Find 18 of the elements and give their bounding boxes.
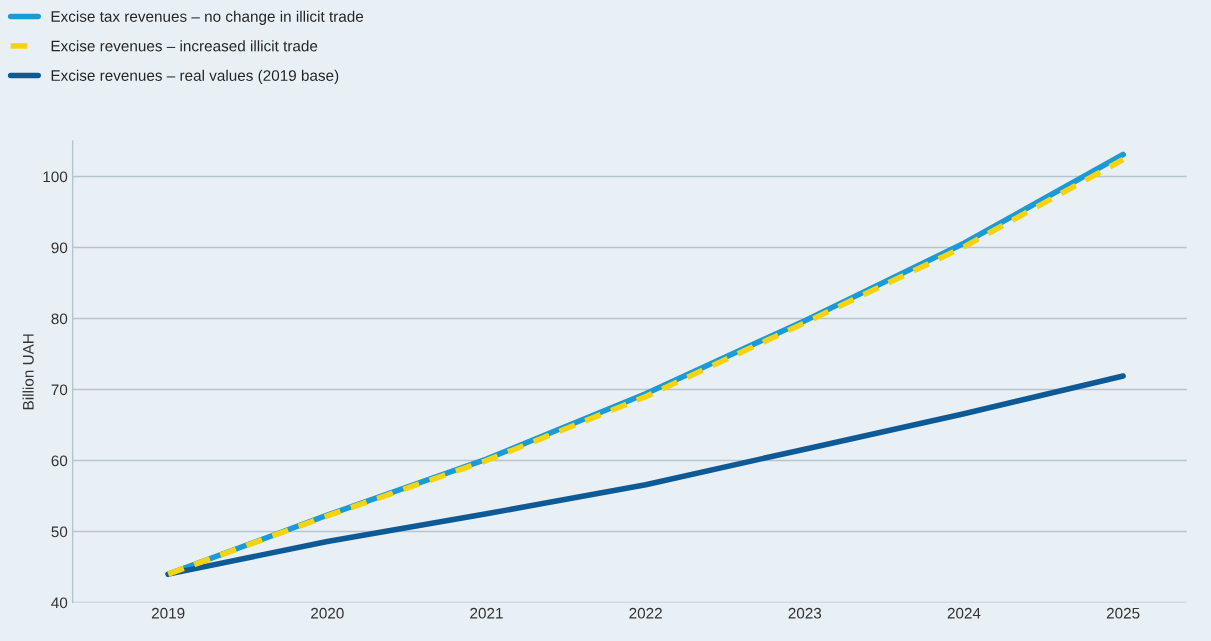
y-tick-label: 60	[51, 455, 68, 467]
x-tick-label: 2024	[947, 607, 981, 619]
x-tick-label: 2021	[470, 607, 503, 619]
y-tick-label: 40	[51, 597, 68, 609]
y-tick-label: 70	[51, 384, 68, 396]
y-tick-label: 100	[43, 171, 68, 183]
x-tick-label: 2022	[629, 607, 662, 619]
y-axis-title: Billion UAH	[22, 334, 34, 410]
y-tick-label: 90	[51, 242, 68, 254]
legend-label: Excise revenues – real values (2019 base)	[51, 69, 339, 84]
y-tick-label: 80	[51, 313, 68, 325]
legend-label: Excise tax revenues – no change in illicit trade	[51, 10, 364, 25]
x-tick-label: 2023	[788, 607, 822, 619]
y-tick-label: 50	[51, 526, 68, 538]
x-tick-label: 2019	[151, 607, 185, 619]
x-tick-label: 2020	[311, 607, 344, 619]
x-tick-label: 2025	[1106, 607, 1140, 619]
legend-label: Excise revenues – increased illicit trade	[51, 40, 318, 52]
